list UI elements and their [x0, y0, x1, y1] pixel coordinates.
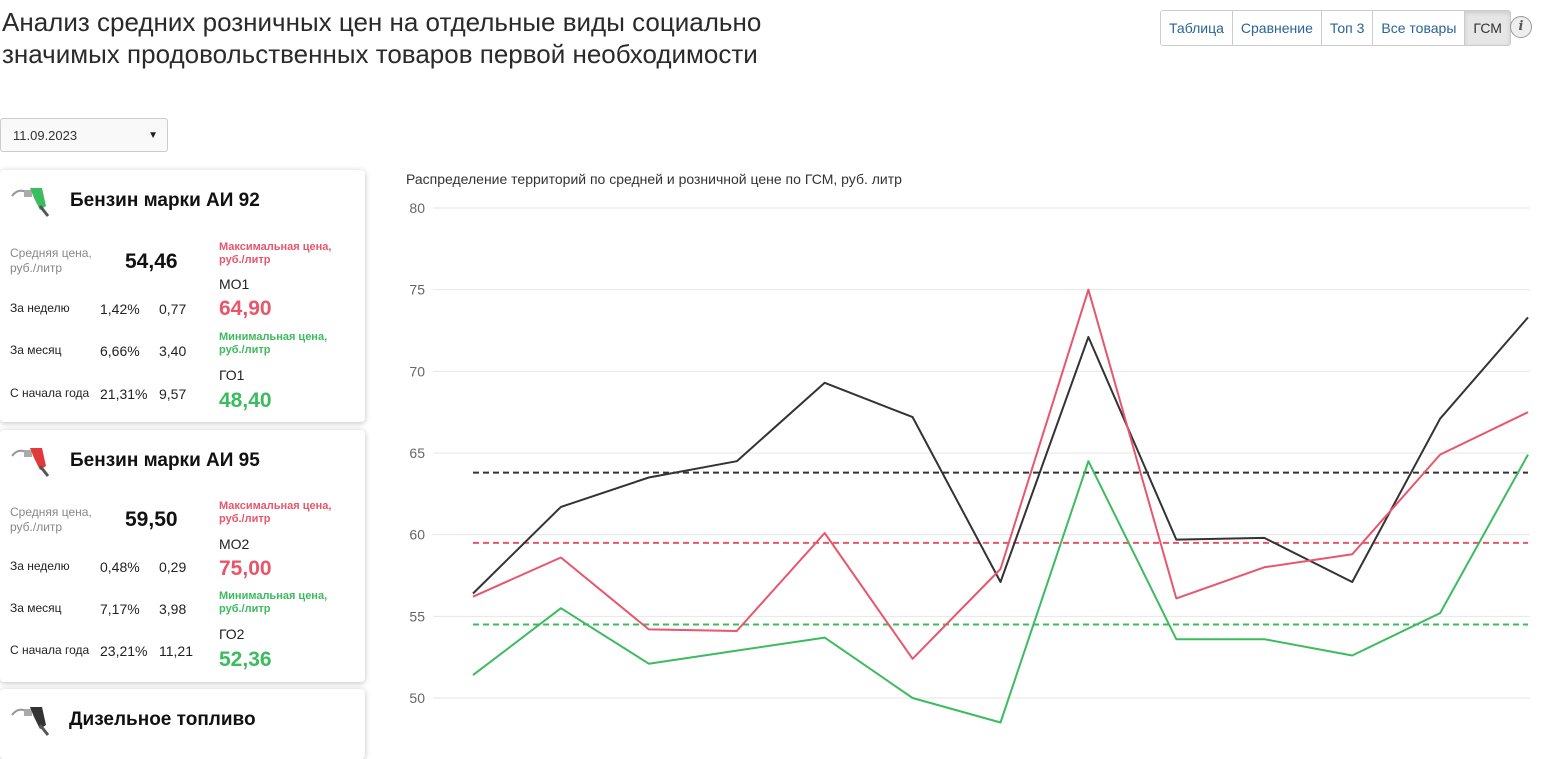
view-tabs: Таблица Сравнение Топ 3 Все товары ГСМ: [1160, 10, 1511, 46]
stat-row-week: За неделю 1,42% 0,77: [10, 301, 200, 317]
stat-value: 11,21: [159, 643, 193, 659]
max-price-label: Максимальная цена, руб./литр: [219, 500, 332, 525]
stat-value: 9,57: [159, 386, 187, 402]
min-price-value: 52,36: [219, 648, 272, 671]
fuel-card-ai92: Бензин марки АИ 92 Средняя цена, руб./ли…: [0, 170, 365, 422]
max-price-territory: МО2: [219, 536, 250, 552]
avg-price-label: Средняя цена, руб./литр: [10, 246, 92, 275]
stat-row-month: За месяц 6,66% 3,40: [10, 343, 200, 359]
max-price-value: 64,90: [219, 297, 272, 320]
card-title: Дизельное топливо: [69, 709, 256, 730]
stat-percent: 23,21%: [100, 643, 148, 659]
page-title: Анализ средних розничных цен на отдельны…: [2, 7, 762, 69]
series-line: [472, 316, 1529, 595]
stat-value: 0,29: [159, 559, 187, 575]
tab-fuel[interactable]: ГСМ: [1465, 11, 1510, 45]
min-price-territory: ГО1: [219, 367, 245, 383]
max-price-label: Максимальная цена, руб./литр: [219, 241, 332, 266]
date-select-value: 11.09.2023: [13, 128, 78, 143]
avg-price-value: 59,50: [125, 508, 178, 531]
stat-label: За неделю: [10, 301, 70, 315]
stat-label: За месяц: [10, 601, 62, 615]
stat-percent: 6,66%: [100, 343, 140, 359]
fuel-nozzle-black-icon: [11, 707, 50, 736]
fuel-card-diesel: Дизельное топливо: [0, 689, 365, 759]
y-tick-label: 65: [409, 445, 425, 461]
y-tick-label: 75: [409, 282, 425, 298]
stat-value: 3,40: [159, 343, 187, 359]
stat-percent: 0,48%: [100, 559, 140, 575]
stat-row-week: За неделю 0,48% 0,29: [10, 559, 200, 575]
tab-all-goods[interactable]: Все товары: [1373, 11, 1466, 45]
y-tick-label: 60: [409, 527, 425, 543]
fuel-nozzle-red-icon: [11, 448, 50, 477]
stat-value: 3,98: [159, 601, 187, 617]
tab-top3[interactable]: Топ 3: [1321, 11, 1374, 45]
card-title: Бензин марки АИ 95: [70, 450, 260, 471]
card-title: Бензин марки АИ 92: [70, 190, 260, 211]
y-tick-label: 50: [409, 690, 425, 706]
stat-label: С начала года: [10, 386, 90, 400]
y-tick-label: 80: [409, 200, 425, 216]
price-distribution-chart: 80 75 70 65 60 55 50: [409, 200, 1530, 724]
stat-row-ytd: С начала года 21,31% 9,57: [10, 386, 200, 402]
date-select[interactable]: 11.09.2023 ▼: [0, 118, 168, 152]
y-tick-label: 70: [409, 363, 425, 379]
fuel-card-ai95: Бензин марки АИ 95 Средняя цена, руб./ли…: [0, 430, 365, 682]
stat-label: За месяц: [10, 343, 62, 357]
stat-percent: 1,42%: [100, 301, 140, 317]
tab-comparison[interactable]: Сравнение: [1232, 11, 1322, 45]
stat-row-month: За месяц 7,17% 3,98: [10, 601, 200, 617]
stat-percent: 21,31%: [100, 386, 148, 402]
chevron-down-icon: ▼: [148, 130, 158, 141]
min-price-value: 48,40: [219, 389, 272, 412]
stat-row-ytd: С начала года 23,21% 11,21: [10, 643, 200, 659]
max-price-value: 75,00: [219, 557, 272, 580]
fuel-nozzle-green-icon: [11, 188, 50, 217]
min-price-label: Минимальная цена, руб./литр: [219, 590, 328, 615]
stat-label: С начала года: [10, 643, 90, 657]
chart-title: Распределение территорий по средней и ро…: [406, 171, 902, 187]
stat-percent: 7,17%: [100, 601, 140, 617]
series-line: [472, 288, 1529, 660]
tab-table[interactable]: Таблица: [1161, 11, 1233, 45]
series-line: [472, 454, 1529, 724]
stat-value: 0,77: [159, 301, 187, 317]
min-price-label: Минимальная цена, руб./литр: [219, 331, 328, 356]
avg-price-value: 54,46: [125, 250, 178, 273]
max-price-territory: МО1: [219, 276, 250, 292]
min-price-territory: ГО2: [219, 626, 245, 642]
stat-label: За неделю: [10, 559, 70, 573]
info-icon[interactable]: i: [1510, 16, 1532, 38]
y-tick-label: 55: [409, 608, 425, 624]
avg-price-label: Средняя цена, руб./литр: [10, 505, 92, 534]
